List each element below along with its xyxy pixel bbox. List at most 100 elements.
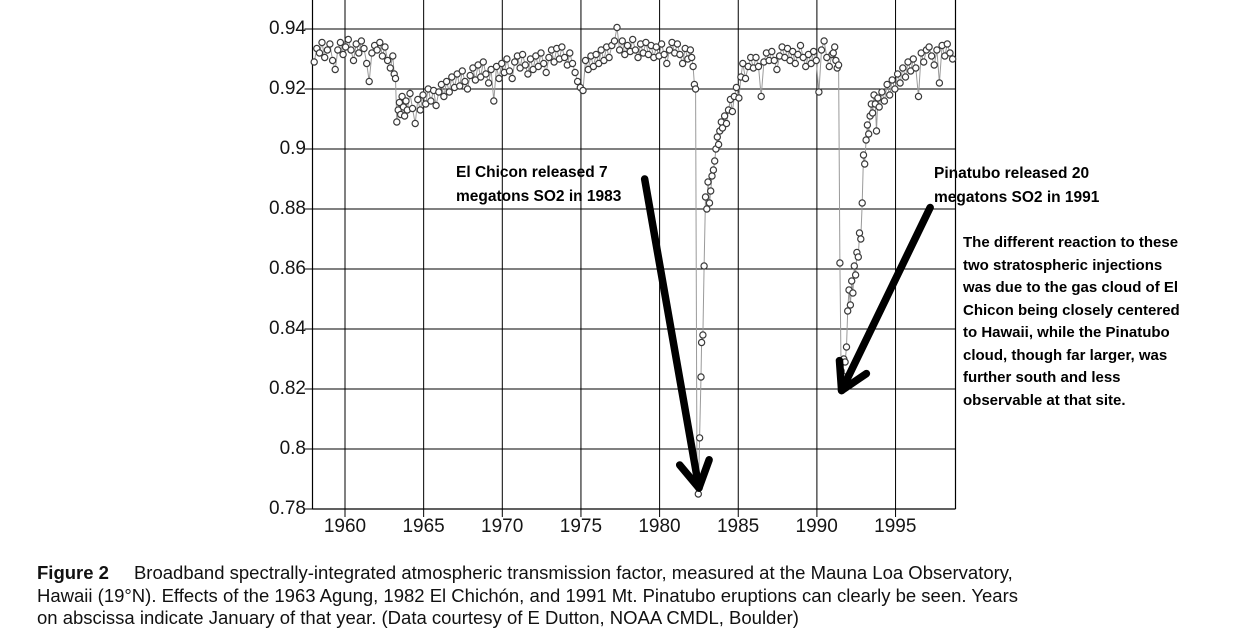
data-point [328,56,337,65]
y-axis-label: 0.86 [269,258,306,279]
data-point [406,89,414,98]
data-point [714,140,723,149]
data-point [893,70,902,78]
data-point [435,88,443,96]
data-point [863,121,872,129]
data-point [393,118,401,126]
data-point [540,59,548,68]
data-point [498,59,506,68]
data-point [357,37,366,45]
data-point [341,43,350,51]
data-point [794,50,802,59]
data-point [791,59,800,68]
data-point [739,59,747,68]
side-note-line: was due to the gas cloud of El [963,279,1179,296]
data-point [858,199,866,207]
x-axis-label: 1985 [716,516,760,537]
data-point [815,88,823,96]
data-point [621,50,629,59]
data-point [560,53,569,62]
data-point [878,88,886,96]
annotation-line: Pinatubo released 20 [934,165,1090,182]
data-point [466,71,474,80]
data-point [851,271,860,279]
data-point [718,124,727,132]
y-axis-label: 0.94 [269,18,306,39]
data-point [757,92,765,101]
data-point [490,97,498,105]
data-point [589,62,598,71]
annotation-arrows [640,175,934,492]
caption-text: Broadband spectrally-integrated atmosphe… [133,562,1013,583]
data-point [479,58,487,66]
data-point [391,74,400,83]
data-point [558,43,566,51]
data-point [573,77,582,86]
data-point [689,62,697,71]
data-point [752,53,760,62]
data-point [378,52,387,60]
data-point [518,50,527,59]
data-point [550,58,558,66]
data-point [862,136,870,144]
series-line [313,27,954,495]
data-point [834,61,843,69]
data-point [458,67,466,75]
data-point [657,40,666,48]
data-point [754,62,763,71]
data-point [545,53,553,62]
data-point [825,62,834,71]
data-point [408,104,417,113]
data-point [568,59,577,68]
caption-line: on abscissa indicate January of that yea… [37,607,799,628]
data-point [848,277,856,285]
data-point [419,91,427,99]
data-point [360,44,368,53]
data-point [339,50,347,59]
data-point [874,94,882,102]
data-point [566,49,574,57]
side-note-line: further south and less [963,369,1121,386]
x-axis-label: 1970 [481,516,524,537]
side-note-line: to Hawaii, while the Pinatubo [963,324,1170,341]
data-point [704,178,712,186]
data-point [868,109,877,117]
data-point [629,35,637,44]
data-point [321,53,329,62]
data-point [456,82,464,90]
data-point [542,68,550,77]
data-point [886,91,894,99]
data-point [809,47,818,56]
data-point [694,490,703,498]
side-note-line: cloud, though far larger, was [963,346,1168,364]
data-point [605,53,613,62]
data-point [711,157,719,165]
data-point [414,95,422,104]
data-point [859,151,868,159]
data-point [363,59,371,68]
data-point [875,103,883,111]
y-axis-label: 0.88 [269,198,306,219]
data-point [872,127,881,135]
x-axis-label: 1980 [638,516,681,537]
data-point [920,58,928,66]
el-chicon-arrow [640,175,713,492]
data-point [673,40,682,48]
y-axis-label: 0.92 [269,78,306,99]
data-point [484,79,493,87]
x-axis-label: 1965 [402,516,445,537]
data-point [741,74,750,83]
data-point [844,307,852,315]
data-point [836,259,844,267]
data-point [705,199,714,207]
data-point [707,187,715,195]
y-axis-label: 0.8 [279,438,306,459]
data-point [389,52,397,60]
data-point [440,92,448,101]
y-axis-label: 0.9 [279,138,306,159]
data-point [946,49,954,57]
caption-line: Hawaii (19°N). Effects of the 1963 Agung… [37,584,1018,606]
side-note-line: two stratospheric injections [963,256,1163,274]
data-point [318,38,326,47]
data-point [326,40,334,48]
